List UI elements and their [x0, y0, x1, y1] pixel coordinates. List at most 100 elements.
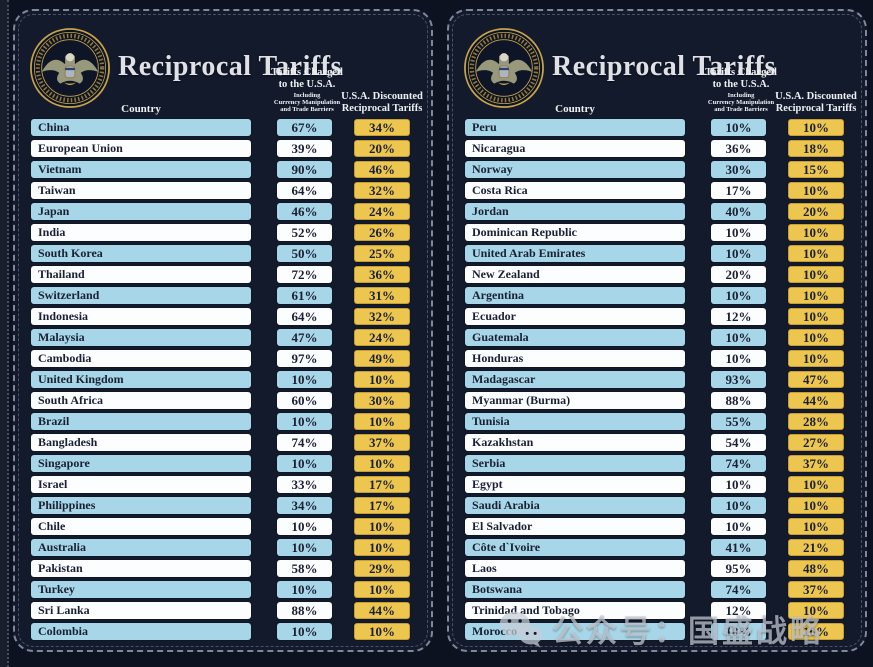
country-cell: Philippines — [31, 497, 251, 514]
country-cell: Sri Lanka — [31, 602, 251, 619]
charged-tariff-cell: 46% — [277, 203, 332, 220]
country-cell: Tunisia — [465, 413, 685, 430]
table-row: Laos 95% 48% — [465, 560, 845, 577]
table-row: Bangladesh 74% 37% — [31, 434, 411, 451]
charged-line2: to the U.S.A. — [712, 78, 770, 90]
discounted-tariff-cell: 10% — [354, 371, 410, 388]
country-cell: Brazil — [31, 413, 251, 430]
charged-tariff-cell: 93% — [711, 371, 766, 388]
country-cell: El Salvador — [465, 518, 685, 535]
charged-tariff-cell: 12% — [711, 308, 766, 325]
table-row: Philippines 34% 17% — [31, 497, 411, 514]
country-cell: Israel — [31, 476, 251, 493]
table-row: Dominican Republic 10% 10% — [465, 224, 845, 241]
discounted-tariff-cell: 32% — [354, 182, 410, 199]
charged-tariff-cell: 61% — [277, 287, 332, 304]
country-cell: Norway — [465, 161, 685, 178]
table-row: Colombia 10% 10% — [31, 623, 411, 640]
discounted-tariff-cell: 10% — [788, 623, 844, 640]
charged-tariff-cell: 10% — [711, 245, 766, 262]
charged-tariff-cell: 74% — [711, 455, 766, 472]
table-row: Norway 30% 15% — [465, 161, 845, 178]
charged-tariff-cell: 90% — [277, 161, 332, 178]
table-row: China 67% 34% — [31, 119, 411, 136]
charged-line1: Tariffs Charged — [271, 67, 343, 78]
discounted-tariff-cell: 20% — [354, 140, 410, 157]
discounted-tariff-cell: 37% — [788, 581, 844, 598]
discounted-tariff-cell: 10% — [788, 497, 844, 514]
discounted-line2: Reciprocal Tariffs — [775, 102, 857, 114]
table-row: South Africa 60% 30% — [31, 392, 411, 409]
table-row: Tunisia 55% 28% — [465, 413, 845, 430]
discounted-tariff-cell: 20% — [788, 203, 844, 220]
charged-tariff-cell: 64% — [277, 308, 332, 325]
charged-tariff-cell: 10% — [711, 329, 766, 346]
table-row: Serbia 74% 37% — [465, 455, 845, 472]
discounted-tariff-cell: 10% — [788, 308, 844, 325]
charged-tariff-cell: 97% — [277, 350, 332, 367]
charged-tariff-cell: 10% — [277, 371, 332, 388]
country-cell: Ecuador — [465, 308, 685, 325]
column-header-country: Country — [121, 103, 161, 115]
discounted-tariff-cell: 15% — [788, 161, 844, 178]
charged-tariff-cell: 67% — [277, 119, 332, 136]
discounted-tariff-cell: 30% — [354, 392, 410, 409]
discounted-tariff-cell: 24% — [354, 203, 410, 220]
charged-tariff-cell: 58% — [277, 560, 332, 577]
discounted-tariff-cell: 10% — [788, 119, 844, 136]
discounted-tariff-cell: 10% — [354, 623, 410, 640]
charged-tariff-cell: 10% — [711, 350, 766, 367]
table-row: Madagascar 93% 47% — [465, 371, 845, 388]
table-row: Egypt 10% 10% — [465, 476, 845, 493]
country-cell: Chile — [31, 518, 251, 535]
discounted-tariff-cell: 32% — [354, 308, 410, 325]
table-row: Costa Rica 17% 10% — [465, 182, 845, 199]
panel-title: Reciprocal Tariffs — [552, 51, 776, 82]
country-cell: Peru — [465, 119, 685, 136]
presidential-seal-icon — [464, 28, 544, 108]
country-cell: Nicaragua — [465, 140, 685, 157]
discounted-tariff-cell: 37% — [354, 434, 410, 451]
table-row: Côte d`Ivoire 41% 21% — [465, 539, 845, 556]
table-row: Brazil 10% 10% — [31, 413, 411, 430]
table-row: Thailand 72% 36% — [31, 266, 411, 283]
charged-tariff-cell: 88% — [711, 392, 766, 409]
table-row: Singapore 10% 10% — [31, 455, 411, 472]
charged-sub1: Including — [727, 92, 755, 99]
table-row: India 52% 26% — [31, 224, 411, 241]
table-row: Cambodia 97% 49% — [31, 350, 411, 367]
country-cell: South Africa — [31, 392, 251, 409]
country-cell: Singapore — [31, 455, 251, 472]
charged-tariff-cell: 55% — [711, 413, 766, 430]
charged-tariff-cell: 10% — [711, 497, 766, 514]
country-cell: Serbia — [465, 455, 685, 472]
charged-tariff-cell: 50% — [277, 245, 332, 262]
discounted-tariff-cell: 49% — [354, 350, 410, 367]
charged-tariff-cell: 10% — [711, 623, 766, 640]
country-cell: Dominican Republic — [465, 224, 685, 241]
column-header-discounted: U.S.A. Discounted Reciprocal Tariffs — [755, 91, 873, 114]
charged-tariff-cell: 52% — [277, 224, 332, 241]
table-row: Sri Lanka 88% 44% — [31, 602, 411, 619]
table-row: European Union 39% 20% — [31, 140, 411, 157]
discounted-tariff-cell: 21% — [788, 539, 844, 556]
discounted-tariff-cell: 17% — [354, 497, 410, 514]
country-cell: United Kingdom — [31, 371, 251, 388]
country-cell: Côte d`Ivoire — [465, 539, 685, 556]
discounted-tariff-cell: 10% — [354, 539, 410, 556]
charged-tariff-cell: 36% — [711, 140, 766, 157]
country-cell: Madagascar — [465, 371, 685, 388]
discounted-tariff-cell: 10% — [354, 518, 410, 535]
country-cell: New Zealand — [465, 266, 685, 283]
discounted-tariff-cell: 31% — [354, 287, 410, 304]
table-row: Japan 46% 24% — [31, 203, 411, 220]
discounted-tariff-cell: 48% — [788, 560, 844, 577]
charged-line1: Tariffs Charged — [705, 67, 777, 78]
tariff-table-right: Peru 10% 10% Nicaragua 36% 18% Norway 30% 15% Cos… — [465, 119, 845, 640]
table-row: Saudi Arabia 10% 10% — [465, 497, 845, 514]
country-cell: Bangladesh — [31, 434, 251, 451]
country-cell: Japan — [31, 203, 251, 220]
discounted-line2: Reciprocal Tariffs — [341, 102, 423, 114]
charged-tariff-cell: 10% — [277, 413, 332, 430]
discounted-tariff-cell: 34% — [354, 119, 410, 136]
